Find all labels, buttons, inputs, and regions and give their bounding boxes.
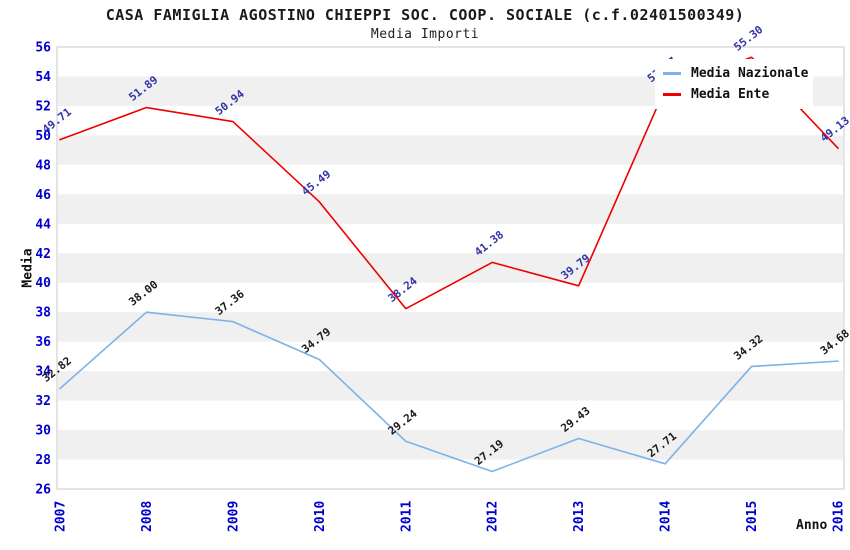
legend: Media Nazionale Media Ente [655,59,813,109]
grid-band [58,194,843,224]
x-tick-label: 2008 [140,501,155,532]
chart-subtitle: Media Importi [370,27,480,42]
grid-band [58,371,843,401]
y-tick-label: 32 [35,394,51,409]
data-point-label: 55.30 [731,23,765,54]
x-tick-label: 2014 [659,501,674,532]
grid-bands [58,76,843,460]
legend-swatch-nazionale-icon [663,72,681,75]
x-tick-label: 2010 [313,501,328,532]
x-tick-label: 2007 [54,501,69,532]
grid-band [58,430,843,460]
y-axis-ticks: 26 28 30 32 34 36 38 40 42 44 46 48 50 52 54 56 [35,41,51,498]
x-tick-label: 2013 [572,501,587,532]
y-tick-label: 52 [35,99,51,114]
plot-border [56,46,845,490]
y-tick-label: 48 [35,158,51,173]
y-tick-label: 44 [35,217,51,232]
y-tick-label: 42 [35,247,51,262]
y-tick-label: 54 [35,70,51,85]
x-axis-ticks: 2007 2008 2009 2010 2011 2012 2013 2014 2015 2016 [54,501,847,532]
y-tick-label: 26 [35,483,51,498]
x-tick-label: 2009 [226,501,241,532]
legend-swatch-ente-icon [663,93,681,96]
y-tick-label: 56 [35,41,51,56]
y-tick-label: 36 [35,335,51,350]
grid-band [58,312,843,342]
data-point-label: 45.49 [299,168,333,199]
legend-item-media-nazionale: Media Nazionale [663,63,813,84]
series-line-media-nazionale [59,311,839,473]
chart-title: CASA FAMIGLIA AGOSTINO CHIEPPI SOC. COOP… [105,6,745,24]
legend-label-nazionale: Media Nazionale [691,66,809,81]
y-tick-label: 40 [35,276,51,291]
x-axis-title: Anno [796,518,828,533]
x-tick-label: 2015 [745,501,760,532]
x-tick-label: 2012 [486,501,501,532]
y-tick-label: 38 [35,306,51,321]
y-tick-label: 28 [35,453,51,468]
y-axis-title: Media [20,248,36,288]
y-tick-label: 46 [35,188,51,203]
legend-item-media-ente: Media Ente [663,84,813,105]
y-tick-label: 30 [35,424,51,439]
y-tick-label: 34 [35,365,51,380]
grid-band [58,253,843,283]
x-tick-label: 2011 [399,501,414,532]
y-tick-label: 50 [35,129,51,144]
x-tick-label: 2016 [832,501,847,532]
grid-band [58,135,843,165]
legend-label-ente: Media Ente [691,87,770,102]
